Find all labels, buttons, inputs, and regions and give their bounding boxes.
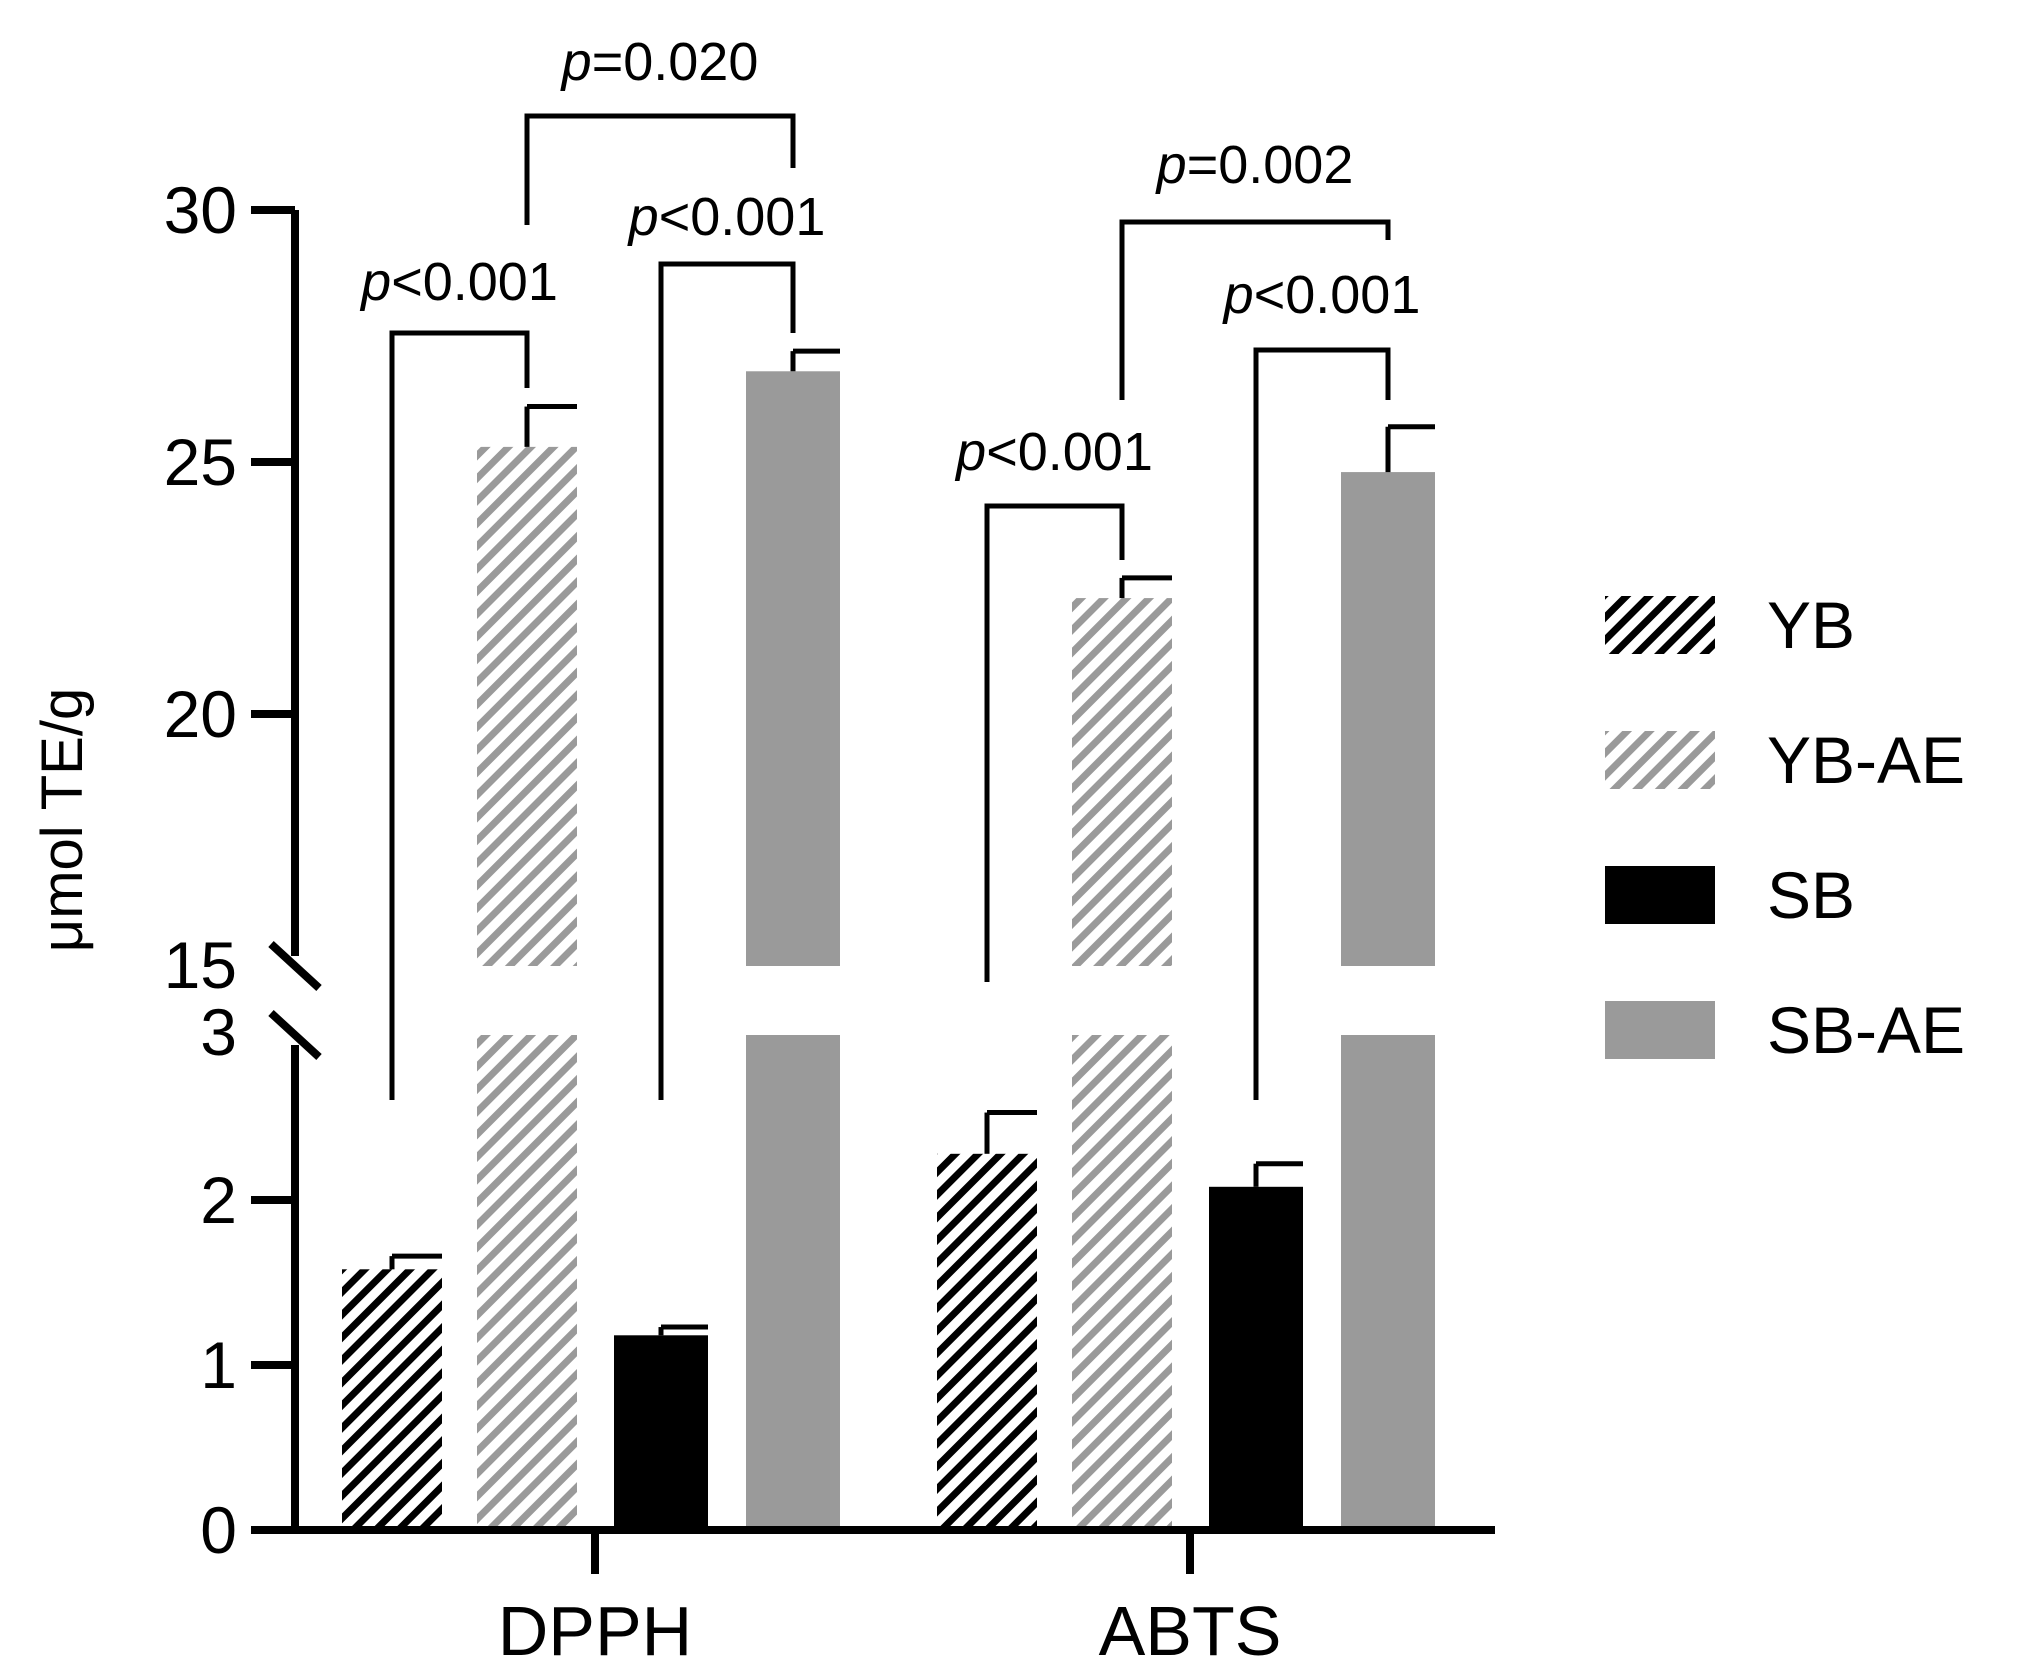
bar-abts-sb bbox=[1209, 1186, 1303, 1530]
p-symbol: p bbox=[359, 252, 391, 312]
bar-abts-sb-ae-lower bbox=[1341, 1035, 1435, 1530]
p-symbol: p bbox=[1222, 265, 1254, 325]
bar-dpph-yb-ae-upper bbox=[477, 446, 577, 966]
p-value-label-2: p<0.001 bbox=[627, 187, 826, 247]
legend-swatch-yb bbox=[1605, 596, 1715, 654]
x-category-label-abts: ABTS bbox=[1099, 1592, 1282, 1670]
p-value: <0.001 bbox=[391, 252, 558, 312]
axis-break-mark-lower bbox=[268, 1010, 322, 1060]
axes-layer: 0 1 2 20 25 30 153 DPPH ABTS bbox=[164, 173, 1495, 1670]
bracket-abts-sb-vs-sb-ae bbox=[1253, 347, 1391, 1100]
y-tick-label-30: 30 bbox=[164, 173, 237, 247]
p-symbol: p bbox=[560, 32, 592, 92]
bracket-dpph-sb-vs-sb-ae bbox=[658, 261, 796, 1100]
bracket-dpph-yb-ae-vs-sb-ae bbox=[524, 113, 796, 225]
legend: YB YB-AE SB SB-AE bbox=[1605, 588, 1965, 1067]
y-tick-label-20: 20 bbox=[164, 677, 237, 751]
bracket-abts-yb-ae-vs-sb-ae bbox=[1119, 219, 1391, 400]
legend-swatch-sb bbox=[1605, 866, 1715, 924]
bar-dpph-sb-ae-upper bbox=[746, 371, 840, 966]
legend-label-sb: SB bbox=[1767, 858, 1855, 932]
bar-abts-yb-ae-upper bbox=[1072, 598, 1172, 966]
legend-swatch-yb-ae bbox=[1605, 731, 1715, 789]
p-value: <0.001 bbox=[659, 187, 826, 247]
bars-layer bbox=[342, 371, 1435, 1530]
bracket-abts-yb-vs-yb-ae bbox=[984, 503, 1125, 982]
bracket-dpph-yb-vs-yb-ae bbox=[389, 330, 530, 1100]
p-symbol: p bbox=[954, 422, 986, 482]
y-tick-label-2: 2 bbox=[200, 1163, 237, 1237]
p-value-label-6: p=0.002 bbox=[1155, 135, 1354, 195]
p-symbol: p bbox=[1155, 135, 1187, 195]
error-bars-layer bbox=[389, 348, 1435, 1336]
y-tick-label-25: 25 bbox=[164, 425, 237, 499]
p-value-label-4: p<0.001 bbox=[954, 422, 1153, 482]
bar-dpph-yb bbox=[342, 1269, 442, 1530]
legend-label-yb: YB bbox=[1767, 588, 1855, 662]
p-value: <0.001 bbox=[986, 422, 1153, 482]
bar-dpph-yb-ae-lower bbox=[477, 1035, 577, 1530]
y-tick-label-0: 0 bbox=[200, 1493, 237, 1567]
y-tick-label-15: 15 bbox=[164, 928, 237, 1002]
p-value: <0.001 bbox=[1254, 265, 1421, 325]
p-value-label-3: p=0.020 bbox=[560, 32, 759, 92]
y-tick-label-3: 3 bbox=[200, 995, 237, 1069]
bar-dpph-sb bbox=[614, 1335, 708, 1530]
axis-break-mark-upper bbox=[268, 941, 322, 991]
legend-label-yb-ae: YB-AE bbox=[1767, 723, 1965, 797]
p-value: =0.020 bbox=[592, 32, 759, 92]
x-category-label-dpph: DPPH bbox=[498, 1592, 692, 1670]
y-tick-label-1: 1 bbox=[200, 1328, 237, 1402]
y-axis-title: μmol TE/g bbox=[30, 688, 95, 952]
bar-abts-sb-ae-upper bbox=[1341, 472, 1435, 966]
bar-dpph-sb-ae-lower bbox=[746, 1035, 840, 1530]
p-symbol: p bbox=[627, 187, 659, 247]
p-value-label-5: p<0.001 bbox=[1222, 265, 1421, 325]
p-value: =0.002 bbox=[1187, 135, 1354, 195]
bar-abts-yb-ae-lower bbox=[1072, 1035, 1172, 1530]
significance-brackets-layer: p<0.001p<0.001p=0.020p<0.001p<0.001p=0.0… bbox=[359, 32, 1420, 1100]
legend-label-sb-ae: SB-AE bbox=[1767, 993, 1965, 1067]
p-value-label-1: p<0.001 bbox=[359, 252, 558, 312]
legend-swatch-sb-ae bbox=[1605, 1001, 1715, 1059]
bar-abts-yb bbox=[937, 1153, 1037, 1530]
